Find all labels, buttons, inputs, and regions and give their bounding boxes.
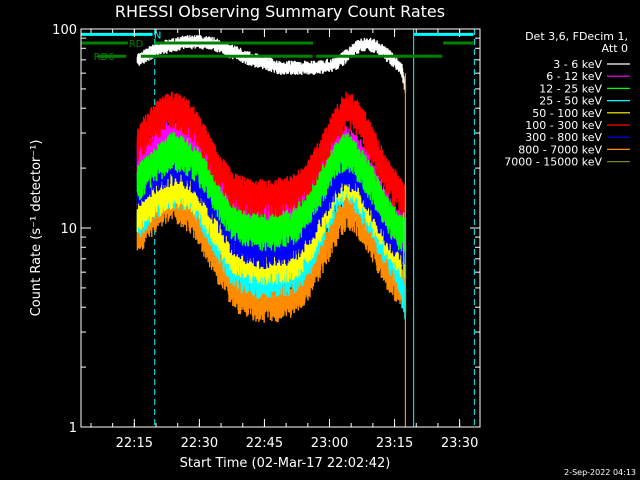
axes: 22:15 22:30 22:45 23:00 23:15 23:30 1 10 100 [52, 23, 480, 451]
series-12_25keV-line [136, 131, 407, 252]
series-100_300keV-line [136, 91, 407, 218]
x-tick-label-5: 23:30 [441, 436, 478, 451]
y-tick-label-0: 1 [69, 421, 77, 436]
legend-label-3: 25 - 50 keV [539, 95, 602, 108]
legend-header-line-2: Att 0 [602, 42, 628, 55]
flag-rd-label: RD [129, 39, 144, 50]
legend-label-1: 6 - 12 keV [546, 70, 602, 83]
chart-title: RHESSI Observing Summary Count Rates [115, 2, 445, 21]
x-tick-label-1: 22:30 [181, 436, 218, 451]
legend-label-4: 50 - 100 keV [532, 107, 602, 120]
legend-label-6: 300 - 800 keV [525, 131, 602, 144]
y-tick-label-2: 100 [52, 23, 77, 38]
x-tick-label-2: 22:45 [246, 436, 283, 451]
y-tick-label-1: 10 [60, 222, 77, 237]
plot-area: N RD RD6 [80, 29, 475, 427]
x-tick-label-0: 22:15 [116, 436, 153, 451]
date-stamp: 2-Sep-2022 04:13 [564, 468, 636, 477]
x-tick-label-3: 23:00 [311, 436, 348, 451]
legend-label-8: 7000 - 15000 keV [504, 156, 602, 169]
legend-label-2: 12 - 25 keV [539, 82, 602, 95]
y-axis-label: Count Rate (s⁻¹ detector⁻¹) [29, 140, 44, 317]
legend-label-7: 800 - 7000 keV [518, 143, 602, 156]
x-axis-label: Start Time (02-Mar-17 22:02:42) [180, 456, 391, 471]
legend-label-0: 3 - 6 keV [553, 58, 602, 71]
flag-n-label: N [154, 30, 161, 41]
legend-label-5: 100 - 300 keV [525, 119, 602, 132]
legend-header-line-1: Det 3,6, FDecim 1, [525, 30, 628, 43]
flag-rd6-label: RD6 [94, 52, 115, 63]
x-tick-label-4: 23:15 [376, 436, 413, 451]
